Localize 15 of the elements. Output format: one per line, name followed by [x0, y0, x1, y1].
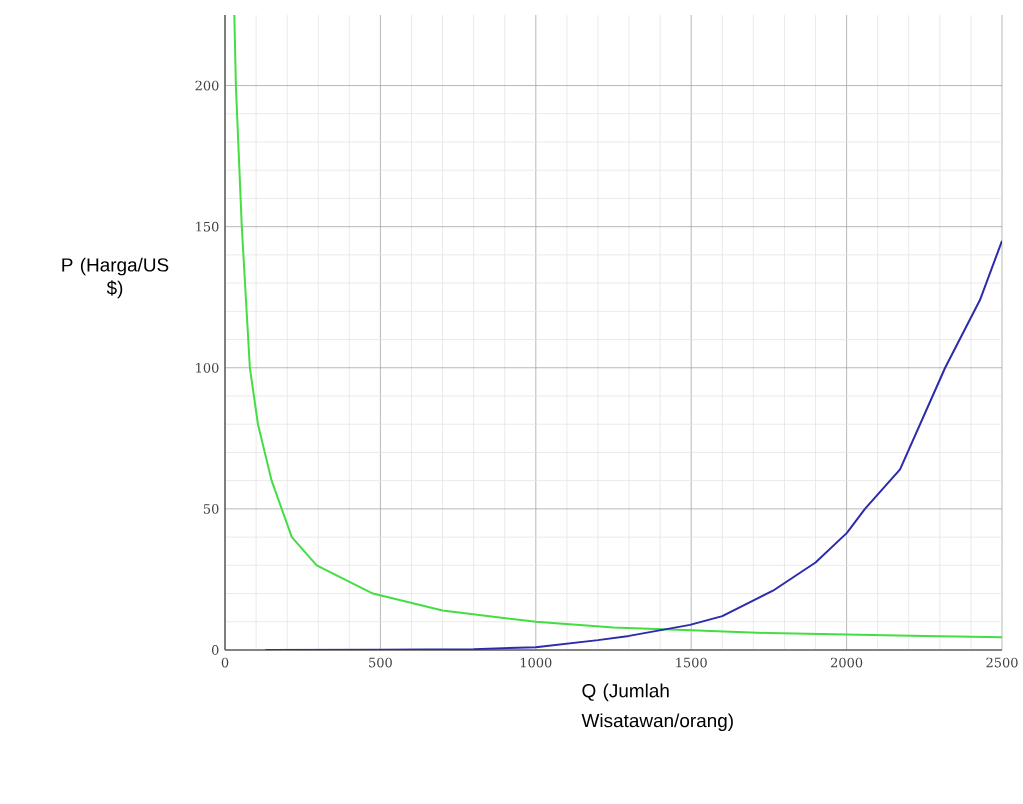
y-tick-label: 200 [195, 80, 219, 91]
x-axis-title: Q (Jumlah Wisatawan/orang) [581, 683, 733, 732]
y-tick-label: 0 [211, 645, 219, 655]
y-tick-label: 150 [196, 221, 219, 232]
x-tick-label: 0 [221, 657, 229, 668]
y-tick-label: 50 [203, 503, 219, 514]
y-tick-label: 100 [196, 362, 219, 373]
y-axis-title: P (Harga/US $) [62, 257, 169, 299]
line-series [233, 14, 1003, 639]
x-tick-label: 500 [369, 657, 392, 668]
x-tick-label: 1000 [520, 657, 552, 668]
line-series [264, 239, 1003, 650]
x-tick-label: 2500 [986, 657, 1018, 668]
x-tick-label: 2000 [831, 657, 863, 668]
x-tick-label: 1500 [676, 657, 707, 668]
